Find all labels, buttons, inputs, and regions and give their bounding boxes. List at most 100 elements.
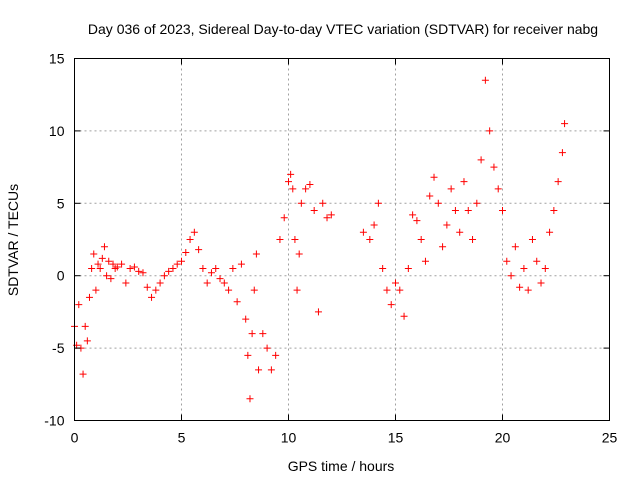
data-point <box>252 250 260 258</box>
data-point <box>370 221 378 229</box>
data-point <box>464 207 472 215</box>
data-point <box>212 264 220 272</box>
data-point <box>107 275 115 283</box>
data-point <box>143 283 151 291</box>
data-point <box>246 395 254 403</box>
data-point <box>451 207 459 215</box>
data-point <box>520 264 528 272</box>
data-point <box>207 269 215 277</box>
y-axis-title: SDTVAR / TECUs <box>5 184 21 296</box>
data-point <box>242 315 250 323</box>
data-point <box>90 250 98 258</box>
data-point <box>79 370 87 378</box>
data-point <box>160 272 168 280</box>
data-point <box>413 217 421 225</box>
data-point <box>109 260 117 268</box>
data-point <box>456 228 464 236</box>
data-point <box>310 207 318 215</box>
data-point <box>490 163 498 171</box>
data-point <box>75 301 83 309</box>
data-point <box>481 76 489 84</box>
data-point <box>430 173 438 181</box>
data-point <box>83 337 91 345</box>
y-tick-label: -10 <box>44 413 64 429</box>
data-point <box>135 267 143 275</box>
data-point <box>421 257 429 265</box>
data-point <box>516 283 524 291</box>
data-point <box>533 257 541 265</box>
data-point <box>267 366 275 374</box>
data-point <box>426 192 434 200</box>
data-point <box>392 279 399 287</box>
data-point <box>295 250 303 258</box>
data-point <box>417 236 425 243</box>
data-point <box>130 263 138 271</box>
data-point <box>561 120 569 128</box>
data-point <box>404 264 412 272</box>
data-point <box>85 293 93 301</box>
data-point <box>528 236 536 243</box>
data-point <box>289 185 297 193</box>
data-point <box>323 214 331 222</box>
data-point <box>400 312 408 320</box>
data-point <box>366 236 374 243</box>
grid <box>74 58 610 421</box>
x-tick-label: 20 <box>495 430 511 446</box>
data-point <box>229 264 237 272</box>
data-point <box>285 178 292 186</box>
data-point <box>469 236 477 243</box>
x-tick-label: 0 <box>71 430 79 446</box>
data-point <box>81 322 89 330</box>
data-point <box>199 264 207 272</box>
y-tick-label: 10 <box>49 123 65 139</box>
data-point <box>220 279 228 287</box>
data-point <box>88 264 96 272</box>
data-point <box>182 249 190 257</box>
data-point <box>272 351 280 359</box>
data-point <box>396 286 404 294</box>
data-point <box>297 199 305 207</box>
data-point <box>255 366 263 374</box>
data-point <box>122 279 130 287</box>
data-point <box>248 330 256 338</box>
data-point <box>126 264 134 272</box>
data-point <box>263 344 271 352</box>
data-point <box>237 260 245 268</box>
data-point <box>537 279 545 287</box>
data-point <box>359 228 367 236</box>
data-point <box>276 236 284 243</box>
x-axis-title: GPS time / hours <box>288 458 395 474</box>
chart-title: Day 036 of 2023, Sidereal Day-to-day VTE… <box>88 21 598 37</box>
data-point <box>314 308 322 316</box>
y-tick-label: 5 <box>57 195 65 211</box>
data-point <box>541 264 549 272</box>
data-point <box>558 149 566 157</box>
data-point <box>105 257 113 265</box>
data-point <box>507 272 515 280</box>
data-point <box>139 269 147 277</box>
data-point <box>293 286 301 294</box>
y-tick-label: 15 <box>49 51 65 67</box>
data-point <box>118 260 126 268</box>
data-point <box>302 185 310 193</box>
data-point <box>486 127 494 135</box>
data-point <box>186 236 194 243</box>
data-point <box>443 221 451 229</box>
data-point <box>494 185 502 193</box>
data-point <box>148 293 156 301</box>
data-point <box>203 279 211 287</box>
data-point <box>447 185 455 193</box>
data-point <box>524 286 532 294</box>
data-point <box>460 178 468 186</box>
data-point <box>546 228 554 236</box>
data-point <box>477 156 485 164</box>
data-point <box>287 170 295 178</box>
data-point <box>280 214 288 222</box>
data-point <box>439 243 447 251</box>
data-point <box>503 257 511 265</box>
y-tick-label: -5 <box>52 340 65 356</box>
data-point <box>409 211 417 219</box>
data-point <box>103 272 111 280</box>
data-point <box>244 351 252 359</box>
